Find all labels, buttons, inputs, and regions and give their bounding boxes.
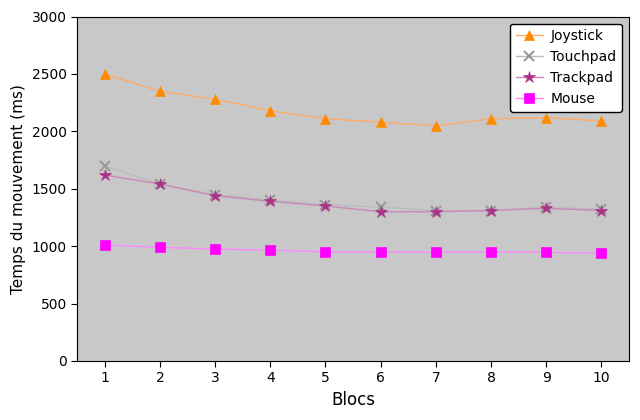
Mouse — [211, 247, 219, 252]
Mouse — [542, 250, 550, 255]
Trackpad — [156, 182, 164, 187]
Touchpad — [432, 208, 440, 213]
Mouse — [101, 242, 109, 247]
Touchpad — [156, 182, 164, 187]
Trackpad — [377, 209, 385, 214]
Legend: Joystick, Touchpad, Trackpad, Mouse: Joystick, Touchpad, Trackpad, Mouse — [510, 24, 622, 111]
Line: Trackpad: Trackpad — [99, 169, 607, 218]
Trackpad — [322, 203, 330, 208]
Mouse — [377, 249, 385, 255]
Mouse — [598, 250, 605, 255]
Mouse — [487, 249, 495, 255]
Trackpad — [598, 208, 605, 213]
Trackpad — [432, 209, 440, 214]
Touchpad — [487, 208, 495, 213]
Touchpad — [322, 202, 330, 207]
Trackpad — [266, 199, 274, 204]
Touchpad — [598, 207, 605, 212]
Joystick — [542, 115, 550, 120]
Joystick — [432, 123, 440, 128]
Joystick — [211, 97, 219, 102]
Joystick — [598, 118, 605, 123]
Line: Mouse: Mouse — [100, 240, 606, 258]
Touchpad — [211, 192, 219, 197]
Joystick — [156, 89, 164, 94]
Line: Joystick: Joystick — [100, 69, 606, 131]
Joystick — [377, 120, 385, 125]
Touchpad — [101, 163, 109, 168]
Mouse — [322, 249, 330, 255]
Touchpad — [377, 205, 385, 210]
Mouse — [266, 248, 274, 253]
Trackpad — [101, 173, 109, 178]
Joystick — [266, 108, 274, 113]
Mouse — [432, 250, 440, 255]
X-axis label: Blocs: Blocs — [331, 391, 375, 409]
Joystick — [101, 71, 109, 76]
Y-axis label: Temps du mouvement (ms): Temps du mouvement (ms) — [11, 84, 26, 294]
Joystick — [322, 116, 330, 121]
Joystick — [487, 116, 495, 121]
Mouse — [156, 245, 164, 250]
Trackpad — [487, 208, 495, 213]
Line: Touchpad: Touchpad — [100, 161, 606, 215]
Trackpad — [211, 193, 219, 198]
Touchpad — [266, 198, 274, 203]
Touchpad — [542, 205, 550, 210]
Trackpad — [542, 206, 550, 211]
